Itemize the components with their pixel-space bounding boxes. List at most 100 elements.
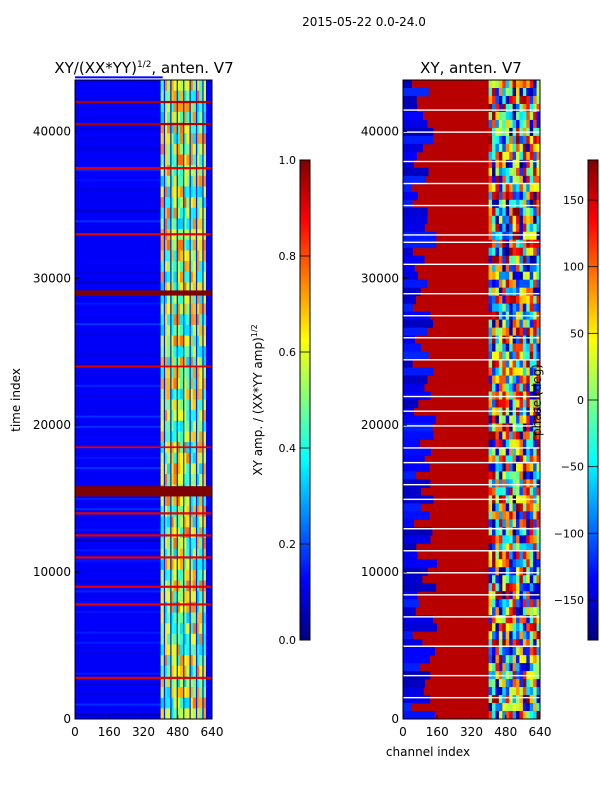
amplitude-cell bbox=[163, 239, 168, 251]
amplitude-texture-row bbox=[75, 631, 163, 634]
phase-cell bbox=[522, 487, 527, 496]
phase-cell bbox=[529, 551, 534, 560]
phase-cell bbox=[522, 447, 527, 456]
phase-cell bbox=[529, 383, 534, 392]
phase-cell bbox=[498, 215, 503, 225]
phase-cell bbox=[492, 383, 496, 392]
phase-panel-title: XY, anten. V7 bbox=[420, 59, 522, 77]
amplitude-cell bbox=[186, 665, 190, 677]
phase-cell bbox=[533, 527, 537, 536]
phase-low-band bbox=[403, 111, 424, 121]
amplitude-cell bbox=[202, 133, 206, 145]
amplitude-cell bbox=[189, 250, 194, 262]
amplitude-cell bbox=[192, 378, 197, 390]
amplitude-cell bbox=[186, 697, 190, 709]
phase-cell bbox=[533, 519, 537, 528]
phase-cell bbox=[526, 143, 531, 153]
phase-cell bbox=[502, 303, 507, 313]
amplitude-cell bbox=[176, 207, 181, 219]
phase-cell bbox=[502, 119, 507, 129]
phase-cell bbox=[512, 519, 517, 528]
phase-cell bbox=[526, 135, 531, 145]
phase-cell bbox=[526, 255, 531, 265]
phase-cell bbox=[519, 487, 524, 496]
amplitude-cell bbox=[179, 133, 184, 145]
phase-cell bbox=[512, 263, 517, 273]
phase-cell bbox=[519, 703, 524, 712]
amplitude-cell bbox=[170, 474, 174, 486]
amplitude-cell bbox=[202, 527, 206, 539]
phase-low-band bbox=[403, 567, 428, 576]
amplitude-cell bbox=[192, 293, 197, 305]
phase-low-band bbox=[403, 583, 437, 592]
amplitude-cell bbox=[160, 378, 165, 390]
amplitude-cell bbox=[160, 80, 165, 92]
phase-cell bbox=[512, 167, 517, 177]
amplitude-cell bbox=[160, 495, 165, 507]
phase-cell bbox=[512, 447, 517, 456]
phase-cell bbox=[522, 151, 527, 161]
phase-cell bbox=[505, 191, 510, 201]
amplitude-cell bbox=[189, 697, 194, 709]
phase-cell bbox=[488, 567, 493, 576]
amplitude-cell bbox=[167, 623, 171, 635]
amplitude-cell bbox=[179, 80, 184, 92]
amplitude-cell bbox=[179, 591, 184, 603]
amplitude-texture-row bbox=[75, 86, 163, 89]
amplitude-cell bbox=[176, 335, 181, 347]
amplitude-cell bbox=[186, 250, 190, 262]
amplitude-flagged-row bbox=[75, 122, 212, 126]
amplitude-cell bbox=[167, 314, 171, 326]
phase-cell bbox=[533, 87, 537, 97]
phase-cell bbox=[498, 519, 503, 528]
phase-cell bbox=[498, 119, 503, 129]
phase-cell bbox=[526, 335, 531, 344]
phase-cell bbox=[533, 711, 537, 720]
phase-colorbar-tick-label: 150 bbox=[563, 194, 584, 207]
phase-cell bbox=[495, 479, 500, 488]
phase-cell bbox=[516, 615, 520, 624]
phase-cell bbox=[502, 87, 507, 97]
phase-cell bbox=[526, 183, 531, 193]
phase-x-tick-label: 320 bbox=[460, 725, 483, 739]
amplitude-cell bbox=[195, 474, 200, 486]
amplitude-cell bbox=[183, 676, 187, 688]
amplitude-cell bbox=[199, 154, 203, 166]
phase-cell bbox=[536, 351, 541, 360]
phase-cell bbox=[529, 655, 534, 664]
phase-cell bbox=[505, 95, 510, 105]
amplitude-cell bbox=[163, 356, 168, 368]
amplitude-cell bbox=[199, 207, 203, 219]
phase-cell bbox=[512, 255, 517, 265]
phase-cell bbox=[498, 639, 503, 648]
phase-low-band bbox=[403, 335, 415, 344]
phase-cell bbox=[536, 471, 541, 480]
amplitude-texture-row bbox=[75, 240, 163, 243]
phase-cell bbox=[536, 455, 541, 464]
amplitude-cell bbox=[176, 548, 181, 560]
amplitude-texture-row bbox=[75, 600, 163, 603]
phase-cell bbox=[498, 199, 503, 209]
phase-cell bbox=[505, 527, 510, 536]
phase-cell bbox=[526, 631, 531, 640]
phase-cell bbox=[533, 639, 537, 648]
amplitude-cell bbox=[195, 80, 200, 92]
amplitude-cell bbox=[202, 687, 206, 699]
phase-cell bbox=[509, 223, 513, 233]
phase-cell bbox=[492, 415, 496, 424]
amplitude-cell bbox=[170, 186, 174, 198]
amplitude-cell bbox=[170, 548, 174, 560]
amplitude-cell bbox=[167, 452, 171, 464]
amplitude-cell bbox=[176, 143, 181, 155]
phase-cell bbox=[488, 695, 493, 704]
phase-cell bbox=[495, 399, 500, 408]
amplitude-cell bbox=[192, 218, 197, 230]
phase-cell bbox=[529, 527, 534, 536]
phase-cell bbox=[516, 287, 520, 297]
amplitude-cell bbox=[189, 378, 194, 390]
phase-cell bbox=[502, 263, 507, 273]
phase-cell bbox=[529, 175, 534, 185]
phase-cell bbox=[522, 159, 527, 169]
phase-cell bbox=[522, 663, 527, 672]
phase-cell bbox=[536, 447, 541, 456]
